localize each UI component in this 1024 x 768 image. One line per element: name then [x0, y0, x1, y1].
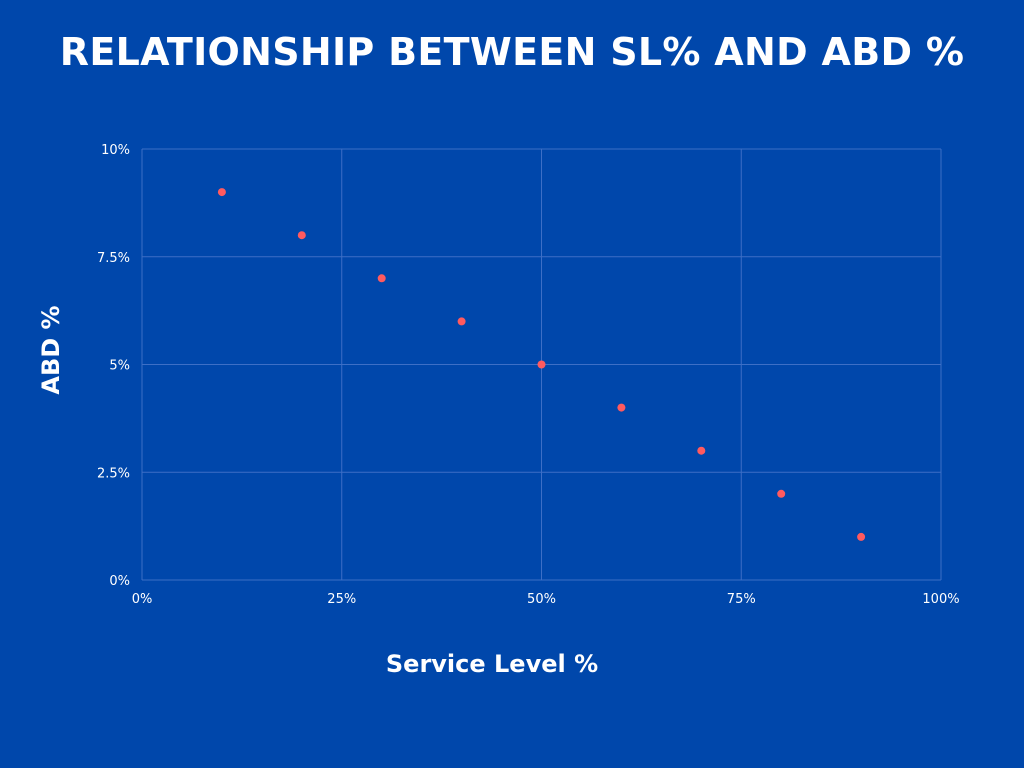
x-tick-label: 0%: [132, 592, 153, 607]
data-point: [697, 446, 706, 455]
data-point: [457, 317, 466, 326]
data-point: [297, 231, 306, 240]
data-point: [857, 532, 866, 541]
y-tick-label: 0%: [109, 574, 130, 589]
x-tick-label: 75%: [727, 592, 756, 607]
x-tick-label: 100%: [922, 592, 959, 607]
data-point: [377, 274, 386, 283]
data-point: [777, 489, 786, 498]
y-tick-label: 5%: [109, 359, 130, 374]
data-point: [537, 360, 546, 369]
data-point: [617, 403, 626, 412]
y-tick-labels: 0% 2.5% 5% 7.5% 10%: [97, 143, 130, 589]
data-points: [217, 188, 866, 541]
y-tick-label: 2.5%: [97, 466, 130, 481]
x-tick-label: 50%: [527, 592, 556, 607]
data-point: [217, 188, 226, 197]
y-tick-label: 10%: [101, 143, 130, 158]
x-tick-label: 25%: [327, 592, 356, 607]
y-tick-label: 7.5%: [97, 251, 130, 266]
x-tick-labels: 0% 25% 50% 75% 100%: [132, 592, 960, 607]
chart-title: RELATIONSHIP BETWEEN SL% AND ABD %: [59, 30, 965, 74]
x-axis-label: Service Level %: [385, 650, 599, 678]
